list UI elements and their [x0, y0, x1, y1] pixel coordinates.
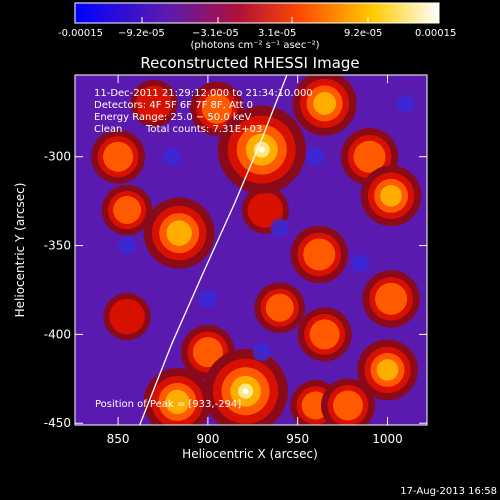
colorbar-tick-label: −3.1e-05 [192, 28, 239, 39]
colorbar-tick-label: 3.1e-05 [258, 28, 296, 39]
x-tick-label: 1000 [372, 432, 403, 446]
solar-limb-line [139, 75, 288, 425]
y-tick-label: -350 [44, 239, 71, 253]
colorbar-units: (photons cm⁻² s⁻¹ asec⁻²) [190, 40, 319, 51]
heatmap-layer [91, 75, 422, 425]
annotation-algorithm: Clean [94, 124, 122, 135]
emission-source-blob [353, 140, 386, 173]
emission-source-blob [136, 85, 172, 122]
annotation-time-range: 11-Dec-2011 21:29:12.000 to 21:34:10.000 [94, 88, 313, 99]
negative-flux-trough [351, 254, 370, 273]
colorbar-tick-marks [74, 17, 440, 23]
annotation-energy-range: Energy Range: 25.0 − 50.0 keV [94, 112, 251, 123]
emission-source-blob [375, 282, 408, 315]
emission-source-blob [103, 141, 134, 172]
colorbar-tick-label: 9.2e-05 [344, 28, 382, 39]
x-axis-label: Heliocentric X (arcsec) [182, 447, 318, 461]
y-tick-label: -450 [44, 416, 71, 430]
emission-source-blob [376, 359, 399, 381]
emission-source-blob [109, 298, 145, 335]
annotation-detectors: Detectors: 4F 5F 6F 7F 8F, Att 0 [94, 100, 253, 111]
colorbar [74, 2, 440, 24]
negative-flux-trough [162, 147, 181, 166]
negative-flux-trough [396, 94, 415, 113]
negative-flux-trough [198, 289, 217, 308]
emission-source-blob [247, 192, 284, 228]
chart-title: Reconstructed RHESSI Image [140, 54, 359, 72]
colorbar-tick-label: -0.00015 [58, 28, 103, 39]
negative-flux-trough [306, 147, 325, 166]
x-tick-label: 900 [196, 432, 219, 446]
emission-source-blob [201, 93, 232, 124]
emission-source-blob [113, 196, 142, 225]
emission-source-blob [166, 220, 192, 246]
colorbar-tick-label: −9.2e-05 [118, 28, 165, 39]
emission-source-blob [265, 293, 294, 322]
negative-flux-trough [270, 218, 289, 237]
emission-source-blob [258, 146, 265, 153]
emission-source-blob [332, 390, 363, 421]
emission-source-blob [303, 238, 336, 271]
plot-frame [74, 74, 428, 426]
emission-source-blob [165, 389, 190, 415]
colorbar-tick-label: 0.00015 [415, 28, 456, 39]
annotation-total-counts: Total counts: 7.31E+03 [145, 124, 262, 135]
negative-flux-trough [252, 343, 271, 362]
y-tick-label: -300 [44, 150, 71, 164]
y-axis-label: Heliocentric Y (arcsec) [13, 183, 27, 318]
footer-date: 17-Aug-2013 16:58 [400, 486, 497, 497]
emission-source-blob [313, 91, 337, 115]
emission-source-blob [242, 388, 249, 395]
x-tick-label: 950 [286, 432, 309, 446]
emission-source-blob [309, 319, 340, 350]
axis-tick-marks [75, 75, 427, 425]
annotation-peak-position: Position of Peak = [933,-294] [95, 399, 241, 410]
emission-source-blob [192, 337, 223, 368]
x-tick-label: 850 [107, 432, 130, 446]
y-tick-label: -400 [44, 327, 71, 341]
negative-flux-trough [118, 236, 137, 255]
emission-source-blob [380, 185, 402, 207]
